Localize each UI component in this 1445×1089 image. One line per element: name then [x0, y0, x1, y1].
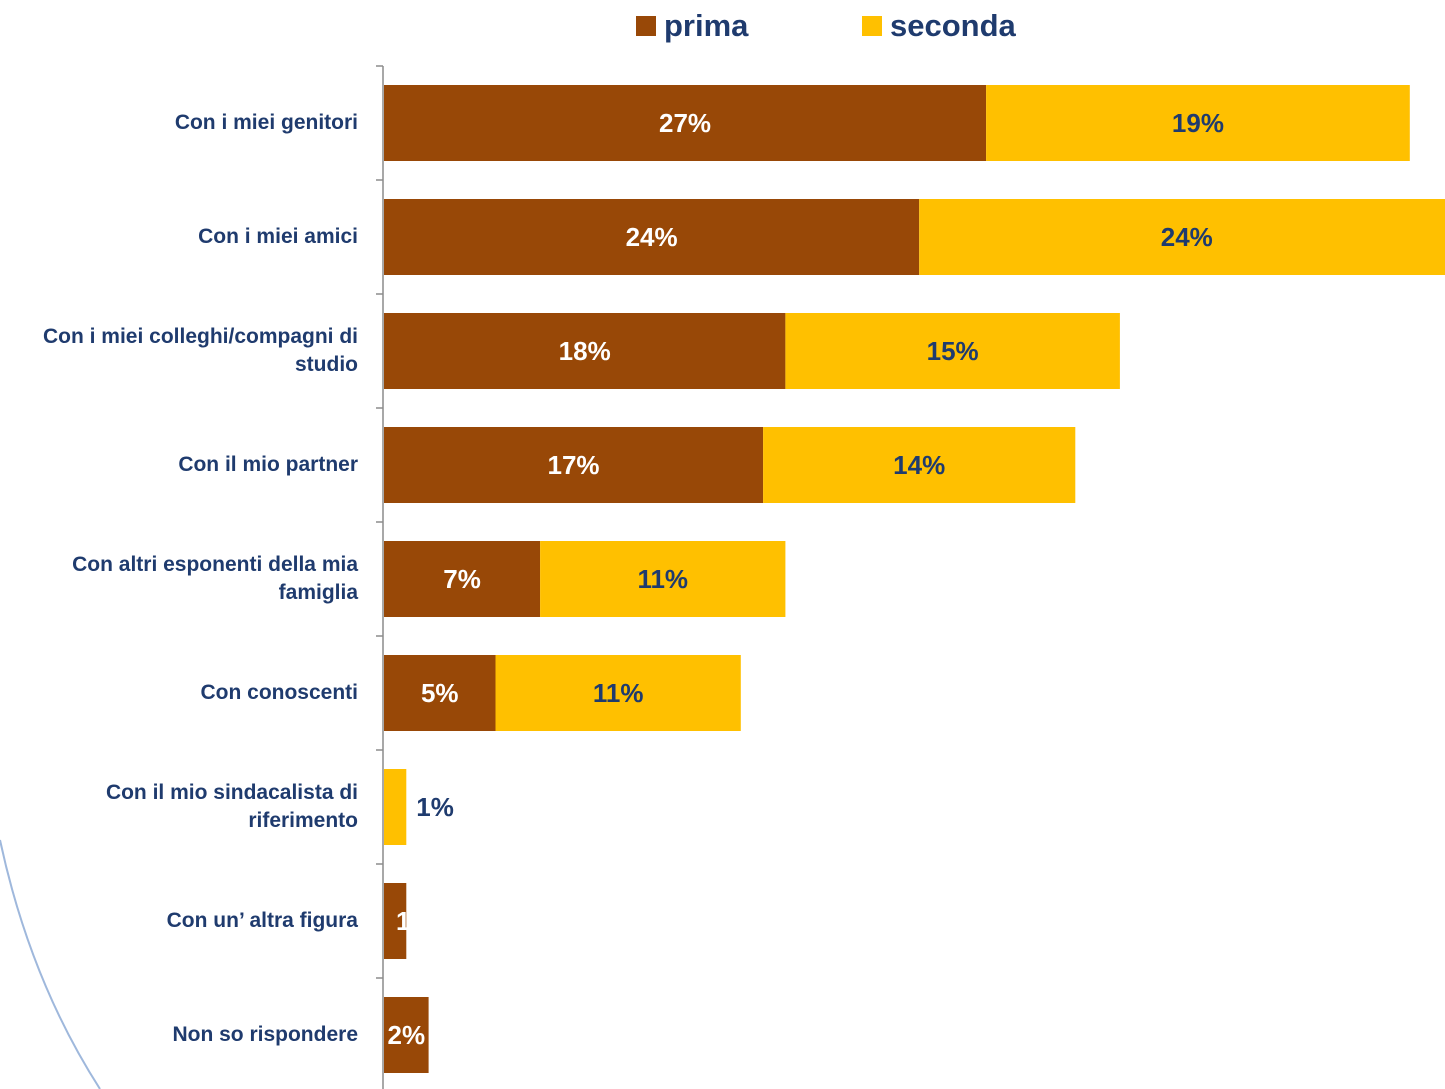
- data-label-prima-7: 1: [396, 906, 410, 936]
- legend-swatch-prima: [636, 16, 656, 36]
- bar-prima-8: [384, 997, 429, 1073]
- data-label-prima-8: 2%: [388, 1020, 426, 1050]
- bar-prima-2: [384, 313, 786, 389]
- bar-seconda-0: [986, 85, 1410, 161]
- data-label-prima-5: 5%: [421, 678, 459, 708]
- legend-label-prima: prima: [664, 8, 749, 43]
- category-label-8: Non so rispondere: [172, 1023, 358, 1046]
- category-label-2: Con i miei colleghi/compagni di studio: [42, 325, 358, 376]
- bar-seconda-6: [384, 769, 407, 845]
- category-label-0: Con i miei genitori: [174, 111, 358, 134]
- legend-label-seconda: seconda: [890, 8, 1016, 43]
- data-label-seconda-2: 15%: [927, 336, 979, 366]
- data-label-prima-4: 7%: [443, 564, 481, 594]
- bar-seconda-4: [540, 541, 786, 617]
- data-label-seconda-5: 11%: [593, 678, 644, 708]
- data-label-seconda-4: 11%: [637, 564, 688, 594]
- data-label-prima-1: 24%: [626, 222, 678, 252]
- legend-swatch-seconda: [862, 16, 882, 36]
- data-label-seconda-3: 14%: [893, 450, 945, 480]
- bar-seconda-3: [763, 427, 1076, 503]
- category-label-1: Con i miei amici: [198, 225, 358, 248]
- data-label-prima-0: 27%: [659, 108, 711, 138]
- bar-prima-4: [384, 541, 541, 617]
- bar-seconda-2: [785, 313, 1120, 389]
- bar-prima-0: [384, 85, 987, 161]
- data-label-prima-2: 18%: [559, 336, 611, 366]
- bar-prima-3: [384, 427, 764, 503]
- data-label-prima-3: 17%: [548, 450, 600, 480]
- bar-seconda-5: [495, 655, 741, 731]
- bar-prima-7: [384, 883, 407, 959]
- data-label-seconda-1: 24%: [1161, 222, 1213, 252]
- category-label-7: Con un’ altra figura: [166, 909, 358, 932]
- decorative-arc: [0, 839, 101, 1089]
- category-label-4: Con altri esponenti della mia famiglia: [72, 553, 358, 604]
- bar-prima-5: [384, 655, 496, 731]
- legend-item-seconda: seconda: [862, 6, 1016, 46]
- category-label-3: Con il mio partner: [178, 453, 358, 476]
- category-label-5: Con conoscenti: [200, 681, 358, 704]
- data-label-seconda-0: 19%: [1172, 108, 1224, 138]
- category-label-6: Con il mio sindacalista di riferimento: [105, 781, 358, 832]
- legend-item-prima: prima: [636, 6, 748, 46]
- legend: prima seconda: [0, 6, 1445, 46]
- bar-seconda-1: [919, 199, 1445, 275]
- bar-prima-1: [384, 199, 920, 275]
- data-label-seconda-6: 1%: [416, 792, 454, 822]
